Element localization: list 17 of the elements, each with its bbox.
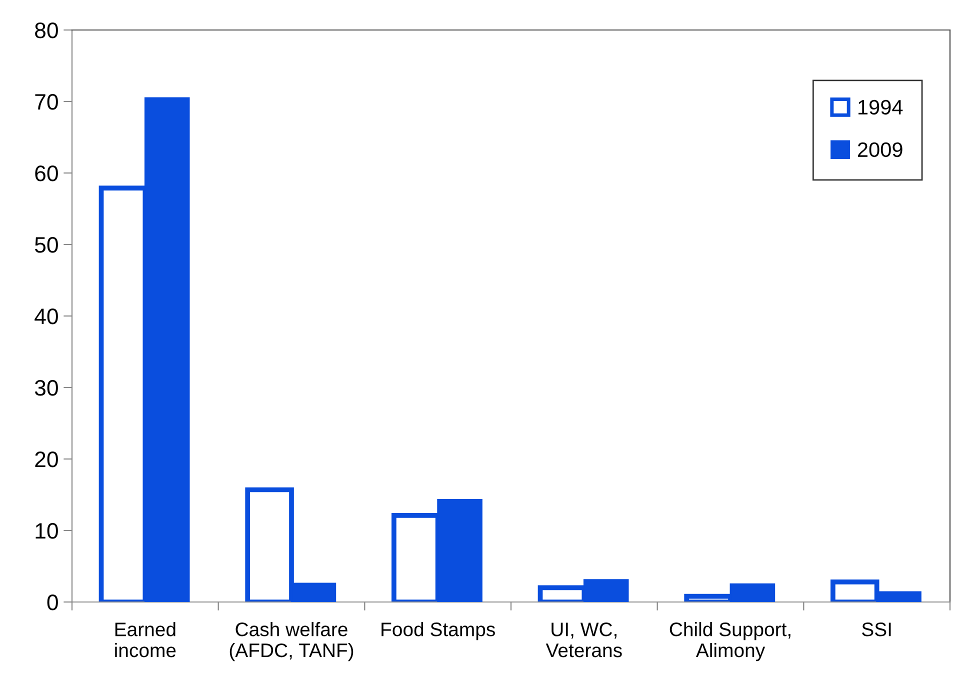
x-tick-label: UI, WC, Veterans (546, 622, 622, 658)
x-tick-label: SSI (862, 622, 891, 636)
y-tick-label: 50 (34, 237, 58, 253)
legend-label: 2009 (858, 142, 902, 158)
y-tick-label: 30 (34, 380, 58, 396)
x-tick-label: Earned income (115, 622, 176, 658)
legend-label: 1994 (858, 100, 903, 115)
y-tick-label: 70 (35, 94, 58, 110)
y-tick-label: 20 (35, 452, 58, 468)
y-tick-label: 80 (35, 22, 58, 38)
y-tick-label: 0 (47, 594, 58, 610)
x-tick-label: Food Stamps (382, 622, 495, 640)
y-tick-label: 40 (34, 308, 58, 324)
y-tick-label: 60 (35, 166, 58, 182)
x-tick-label: Cash welfare (AFDC, TANF) (230, 622, 354, 662)
x-tick-label: Child Support, Alimony (670, 622, 790, 662)
y-tick-label: 10 (36, 523, 58, 539)
